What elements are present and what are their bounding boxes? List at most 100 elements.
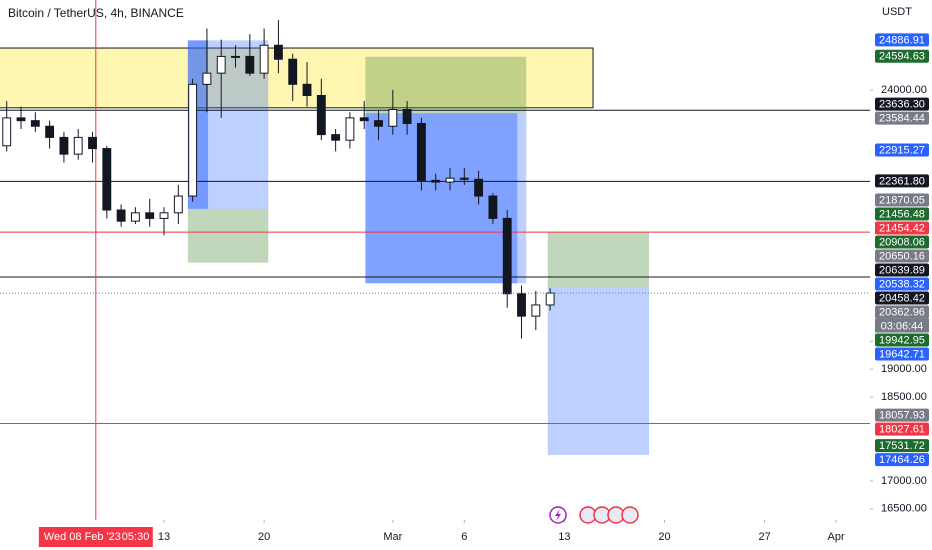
price-tag-label: 21454.42 [879, 222, 925, 234]
price-tag [875, 263, 929, 277]
price-tag-label: 18057.93 [879, 410, 925, 422]
candle-body [531, 304, 541, 317]
candle-body [359, 117, 369, 122]
price-tag-label: 21870.05 [879, 194, 925, 206]
candle-body [288, 58, 298, 85]
event-icons [549, 506, 639, 524]
price-tag-label: 17531.72 [879, 440, 925, 452]
candle-body [402, 108, 412, 124]
price-tag [875, 49, 929, 63]
candle-body [16, 117, 26, 122]
candle-body [445, 177, 455, 183]
price-tag [875, 333, 929, 347]
candle-body [202, 72, 212, 85]
y-tick-label: 17000.00 [881, 475, 927, 487]
countdown-tag [875, 318, 929, 333]
y-tick-label: 24000.00 [881, 84, 927, 96]
currency-label: USDT [882, 6, 912, 18]
candle-body [316, 95, 326, 136]
price-tag-label: 23636.30 [879, 99, 925, 111]
candle-body [130, 212, 140, 222]
price-tag-label: 24886.91 [879, 34, 925, 46]
price-tag [875, 207, 929, 221]
price-tag [875, 305, 929, 319]
candle-body [45, 125, 55, 138]
candle-body [145, 212, 155, 219]
candle-body [416, 122, 426, 181]
price-tag [875, 422, 929, 436]
flag-icon[interactable] [621, 506, 639, 524]
chart-title: Bitcoin / TetherUS, 4h, BINANCE [8, 6, 184, 20]
price-tag-label: 21456.48 [879, 208, 925, 220]
x-tick-label: 20 [658, 531, 670, 543]
price-tag-label: 24594.63 [879, 51, 925, 63]
candle-body [331, 134, 341, 141]
price-tag [875, 33, 929, 47]
price-tag [875, 174, 929, 188]
price-tag-label: 22361.80 [879, 175, 925, 187]
candle-body [88, 136, 97, 150]
price-tag-label: 23584.44 [879, 113, 925, 125]
candle-body [302, 83, 312, 97]
zone [187, 208, 269, 263]
countdown-label: 03:06:44 [881, 320, 924, 332]
candle-body [30, 120, 40, 127]
candle-body [159, 212, 169, 219]
candle-body [459, 177, 469, 180]
x-tick-label: 20 [258, 531, 270, 543]
price-tag [875, 143, 929, 157]
candle-body [59, 136, 69, 155]
price-tag [875, 111, 929, 125]
candle-body [102, 148, 112, 211]
candle-body [245, 55, 255, 74]
crosshair-date: Wed 08 Feb '23 [44, 531, 121, 543]
y-tick-label: 16500.00 [881, 503, 927, 515]
price-tag [875, 97, 929, 111]
candle-body [2, 117, 12, 147]
zone [547, 231, 650, 288]
candle-body [488, 195, 498, 219]
x-tick-label: Mar [383, 531, 402, 543]
candle-body [388, 108, 398, 127]
price-tag [875, 193, 929, 207]
x-tick-label: 13 [558, 531, 570, 543]
candle-body [545, 292, 555, 306]
price-tag [875, 347, 929, 361]
price-tag [875, 277, 929, 291]
candle-body [116, 209, 126, 222]
price-tag [875, 249, 929, 263]
price-tag [875, 291, 929, 305]
price-tag [875, 453, 929, 467]
candle-body [173, 195, 183, 214]
price-tag-label: 20538.32 [879, 278, 925, 290]
price-tag [875, 408, 929, 422]
price-tag [875, 221, 929, 235]
candle-body [474, 178, 484, 197]
flag-icons[interactable] [579, 506, 639, 524]
zone [517, 113, 527, 284]
price-tag-label: 20639.89 [879, 264, 925, 276]
candle-body [188, 83, 198, 197]
candle-body [231, 55, 240, 58]
lightning-glyph [555, 509, 561, 521]
x-tick-label: 6 [461, 531, 467, 543]
candle-body [502, 217, 512, 295]
price-tag-label: 19942.95 [879, 334, 925, 346]
zone [547, 287, 650, 455]
candle-body [431, 179, 441, 183]
plot-area [0, 0, 870, 520]
crosshair-time: 05:30 [122, 531, 150, 543]
price-tag [875, 439, 929, 453]
y-tick-label: 19000.00 [881, 363, 927, 375]
x-tick-label: 27 [758, 531, 770, 543]
crosshair-date-box [38, 527, 153, 547]
x-tick-label: Apr [828, 531, 845, 543]
price-tag-label: 18027.61 [879, 424, 925, 436]
price-tag-label: 17464.26 [879, 454, 925, 466]
price-tag [875, 235, 929, 249]
price-tag-label: 20362.96 [879, 306, 925, 318]
lightning-icon[interactable] [549, 506, 567, 524]
price-tag-label: 19642.71 [879, 348, 925, 360]
price-tag-label: 20650.16 [879, 250, 925, 262]
